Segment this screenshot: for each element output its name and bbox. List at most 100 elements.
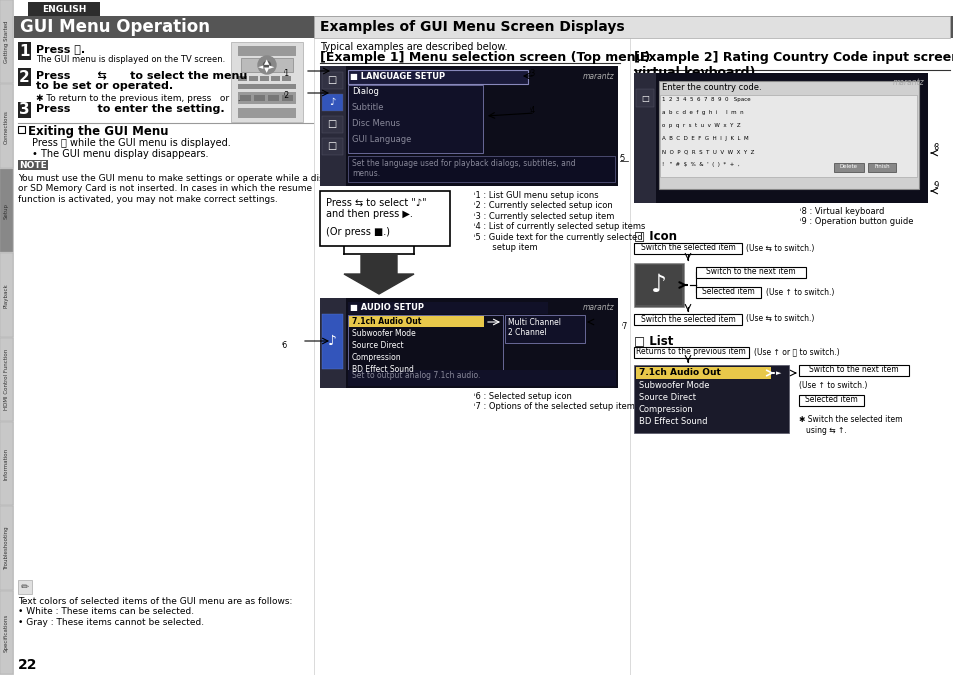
Text: Compression: Compression: [352, 353, 401, 362]
Text: Finish: Finish: [873, 165, 889, 169]
Polygon shape: [344, 254, 414, 294]
Bar: [504, 315, 584, 343]
Text: A  B  C  D  E  F  G  H  I  J  K  L  M: A B C D E F G H I J K L M: [661, 136, 748, 141]
Text: GUI Language: GUI Language: [352, 135, 411, 144]
Text: o  p  q  r  s  t  u  v  W  x  Y  Z: o p q r s t u v W x Y Z: [661, 123, 740, 128]
Text: ⁱ8: ⁱ8: [933, 143, 939, 152]
Text: 2: 2: [19, 70, 30, 84]
Text: Subtitle: Subtitle: [352, 103, 384, 112]
Text: • The GUI menu display disappears.: • The GUI menu display disappears.: [32, 149, 209, 159]
Bar: [18, 580, 32, 594]
Text: Troubleshooting: Troubleshooting: [4, 526, 9, 570]
Text: using ⇆ ↑.: using ⇆ ↑.: [805, 426, 846, 435]
Text: Delete: Delete: [840, 165, 857, 169]
Text: Enter the country code.: Enter the country code.: [661, 83, 760, 92]
Bar: [634, 73, 927, 203]
Text: (Use ↑ to switch.): (Use ↑ to switch.): [765, 288, 834, 296]
Bar: [634, 243, 741, 254]
Text: to be set or operated.: to be set or operated.: [36, 81, 172, 91]
Text: Setup: Setup: [4, 203, 9, 219]
Bar: [696, 267, 805, 278]
Bar: [260, 76, 269, 81]
Bar: [231, 42, 303, 122]
Text: Specifications: Specifications: [4, 614, 9, 652]
Bar: [322, 72, 343, 89]
Text: Disc Menus: Disc Menus: [352, 119, 399, 128]
Text: ⁱ9: ⁱ9: [933, 181, 940, 190]
Bar: [319, 298, 618, 388]
Bar: [0, 169, 13, 252]
Bar: [867, 163, 895, 172]
Bar: [249, 76, 257, 81]
Bar: [659, 95, 916, 177]
Text: Set the language used for playback dialogs, subtitles, and
menus.: Set the language used for playback dialo…: [352, 159, 575, 178]
Text: ◄: ◄: [258, 64, 263, 70]
Text: Press       ⇆      to select the menu: Press ⇆ to select the menu: [36, 70, 247, 80]
Text: Playback: Playback: [4, 283, 9, 308]
Text: ENGLISH: ENGLISH: [42, 5, 86, 14]
Bar: [0, 506, 13, 590]
Text: The GUI menu is displayed on the TV screen.: The GUI menu is displayed on the TV scre…: [36, 55, 225, 64]
Text: ⁱ8 : Virtual keyboard
ⁱ9 : Operation button guide: ⁱ8 : Virtual keyboard ⁱ9 : Operation but…: [800, 207, 913, 226]
Bar: [314, 16, 949, 38]
Text: 7.1ch Audio Out: 7.1ch Audio Out: [639, 368, 720, 377]
Bar: [237, 46, 295, 56]
Bar: [634, 314, 741, 325]
Text: !   "  #  $  %  &  '  (  )  *  +  ,: ! " # $ % & ' ( ) * + ,: [661, 162, 739, 167]
Bar: [634, 347, 748, 358]
Text: 3: 3: [19, 103, 30, 117]
Bar: [322, 314, 343, 369]
Text: Press ⇆ to select "♪": Press ⇆ to select "♪": [326, 197, 426, 207]
Text: Getting Started: Getting Started: [4, 21, 9, 63]
Bar: [322, 116, 343, 133]
Bar: [0, 338, 13, 421]
Bar: [348, 70, 527, 84]
Text: GUI Menu Operation: GUI Menu Operation: [20, 18, 210, 36]
Text: ■ LANGUAGE SETUP: ■ LANGUAGE SETUP: [350, 72, 445, 81]
Bar: [18, 68, 30, 86]
Text: and then press ▶.: and then press ▶.: [326, 209, 413, 219]
Text: 7.1ch Audio Out: 7.1ch Audio Out: [352, 317, 421, 326]
Bar: [0, 0, 13, 84]
Text: ✏: ✏: [21, 582, 29, 592]
Text: □: □: [327, 141, 336, 151]
Text: marantz: marantz: [581, 72, 614, 81]
Bar: [348, 156, 615, 182]
Bar: [268, 95, 278, 101]
Text: (Use ⇆ to switch.): (Use ⇆ to switch.): [745, 244, 814, 252]
Bar: [636, 265, 681, 305]
Text: ♪: ♪: [329, 97, 335, 107]
Circle shape: [257, 56, 275, 74]
Text: You must use the GUI menu to make settings or operate while a disc
or SD Memory : You must use the GUI menu to make settin…: [18, 174, 329, 204]
Bar: [634, 365, 788, 433]
Bar: [0, 422, 13, 506]
Bar: [282, 95, 293, 101]
Text: ⁱ1 : List GUI menu setup icons
ⁱ2 : Currently selected setup icon
ⁱ3 : Currently: ⁱ1 : List GUI menu setup icons ⁱ2 : Curr…: [474, 191, 644, 252]
Text: ►: ►: [269, 64, 274, 70]
Bar: [28, 2, 100, 16]
Bar: [636, 89, 654, 107]
Text: Information: Information: [4, 448, 9, 480]
Text: [Example 1] Menu selection screen (Top menu): [Example 1] Menu selection screen (Top m…: [319, 51, 650, 64]
Text: ▲: ▲: [264, 59, 270, 65]
Text: ⁱ7: ⁱ7: [621, 322, 628, 331]
Bar: [348, 370, 616, 386]
Bar: [240, 95, 251, 101]
Text: Switch to the next item: Switch to the next item: [705, 267, 795, 277]
Text: ✱ To return to the previous item, press   or   .: ✱ To return to the previous item, press …: [36, 94, 240, 103]
Text: ♪: ♪: [327, 334, 336, 348]
Text: [Example 2] Rating Country Code input screen (with
virtual keyboard): [Example 2] Rating Country Code input sc…: [634, 51, 953, 79]
Bar: [322, 94, 343, 111]
Text: a  b  c  d  e  f  g  h  i     l  m  n: a b c d e f g h i l m n: [661, 110, 742, 115]
Bar: [634, 263, 683, 307]
Text: Set to output analog 7.1ch audio.: Set to output analog 7.1ch audio.: [352, 371, 480, 380]
Text: Subwoofer Mode: Subwoofer Mode: [639, 381, 709, 390]
Bar: [237, 84, 295, 89]
Text: N  O  P  Q  R  S  T  U  V  W  X  Y  Z: N O P Q R S T U V W X Y Z: [661, 149, 754, 154]
Text: BD Effect Sound: BD Effect Sound: [639, 417, 707, 426]
Text: (Or press ■.): (Or press ■.): [326, 227, 390, 237]
Text: □ List: □ List: [634, 334, 673, 347]
Text: Typical examples are described below.: Typical examples are described below.: [319, 42, 507, 52]
Bar: [634, 73, 656, 203]
Text: Press       to enter the setting.: Press to enter the setting.: [36, 104, 224, 114]
